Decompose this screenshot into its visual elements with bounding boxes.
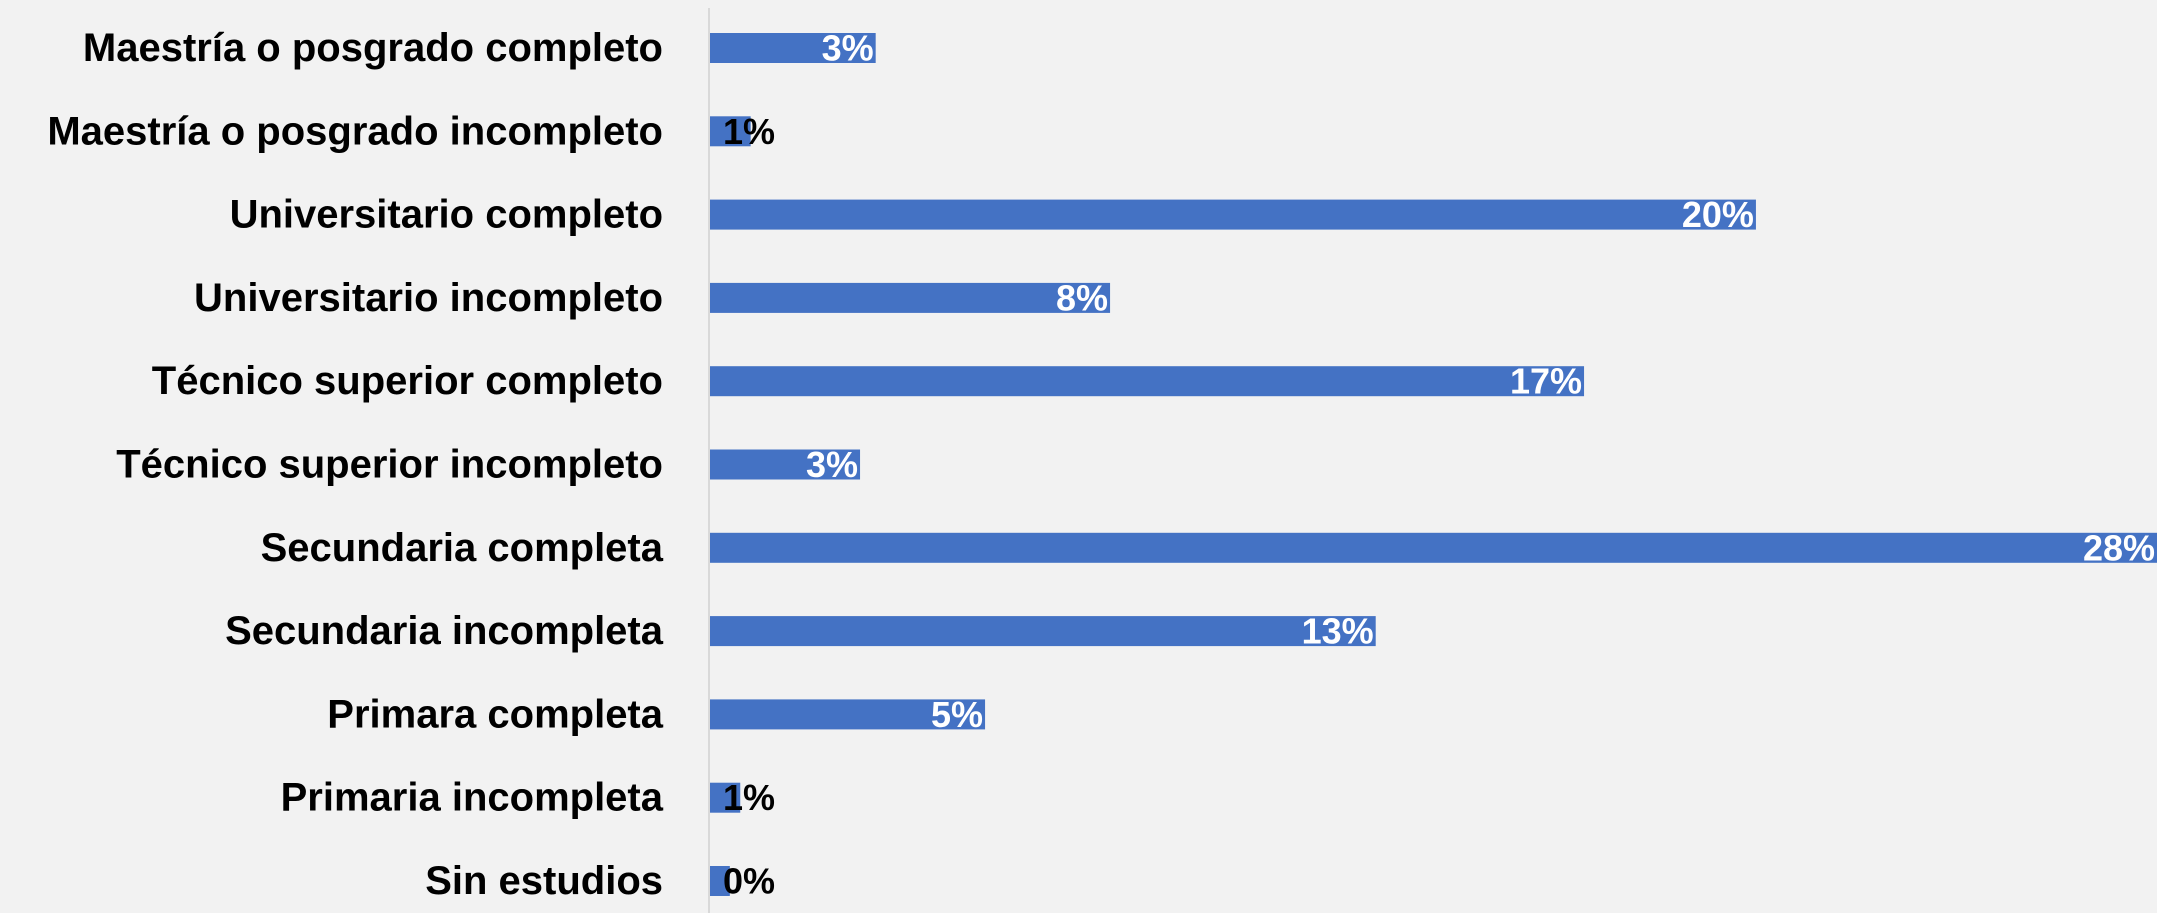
data-label: 13% (1302, 611, 1374, 652)
category-label: Primaria incompleta (281, 776, 664, 820)
category-label: Universitario incompleto (194, 276, 663, 320)
data-labels: 3% 1% 20% 8% 17% 3% 28% 13% 5% 1% 0% (723, 28, 2155, 902)
category-label: Sin estudios (425, 859, 663, 903)
data-label: 20% (1682, 194, 1754, 235)
data-label: 8% (1056, 277, 1108, 318)
data-label: 1% (723, 777, 775, 818)
category-label: Técnico superior completo (152, 359, 663, 403)
category-label: Secundaria incompleta (225, 609, 664, 653)
category-labels: Maestría o posgrado completo Maestría o p… (47, 26, 663, 903)
bar (709, 699, 986, 730)
data-label: 17% (1510, 361, 1582, 402)
bar (709, 449, 861, 480)
data-label: 28% (2083, 527, 2155, 568)
bar (709, 782, 741, 813)
bar (709, 866, 730, 896)
bar (709, 366, 1585, 397)
category-label: Primara completa (327, 692, 663, 736)
bar (709, 616, 1376, 647)
bar (709, 199, 1756, 230)
bar (709, 532, 2157, 563)
data-label: 0% (723, 861, 775, 902)
category-label: Secundaria completa (261, 526, 664, 570)
category-label: Maestría o posgrado incompleto (47, 109, 663, 153)
category-label: Maestría o posgrado completo (83, 26, 663, 70)
bars (709, 33, 2157, 896)
data-label: 3% (806, 444, 858, 485)
category-label: Universitario completo (230, 193, 663, 237)
bar (709, 33, 876, 63)
data-label: 1% (723, 111, 775, 152)
bar (709, 282, 1111, 313)
bar (709, 116, 751, 147)
data-label: 3% (822, 28, 874, 69)
category-label: Técnico superior incompleto (116, 443, 663, 487)
data-label: 5% (931, 694, 983, 735)
